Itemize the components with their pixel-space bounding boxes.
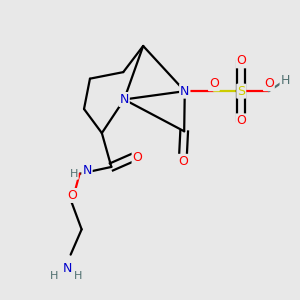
Text: O: O	[67, 189, 77, 202]
Text: N: N	[180, 85, 190, 98]
Text: N: N	[82, 164, 92, 177]
Text: H: H	[280, 74, 290, 87]
Text: O: O	[236, 114, 246, 128]
Text: O: O	[209, 77, 219, 90]
Text: O: O	[178, 155, 188, 168]
Text: O: O	[264, 77, 274, 90]
Text: H: H	[74, 271, 82, 281]
Text: N: N	[119, 93, 129, 106]
Text: O: O	[133, 151, 142, 164]
Text: S: S	[237, 85, 245, 98]
Text: H: H	[50, 271, 58, 281]
Text: H: H	[69, 169, 78, 179]
Text: O: O	[236, 54, 246, 67]
Text: N: N	[63, 262, 72, 275]
